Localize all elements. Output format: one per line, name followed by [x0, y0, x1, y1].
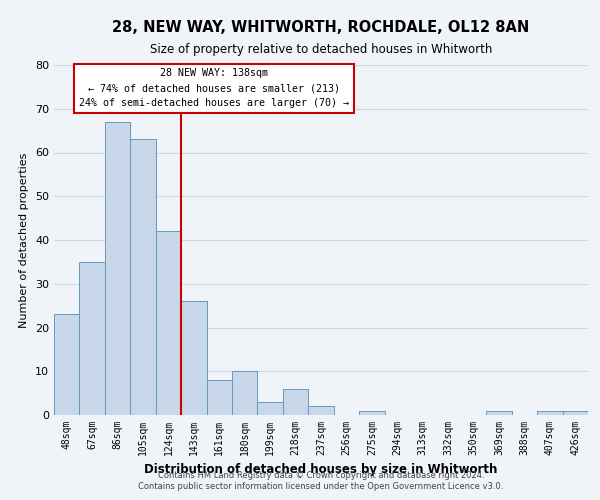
Bar [79, 262, 105, 415]
Bar [257, 402, 283, 415]
Bar [283, 389, 308, 415]
Text: 28, NEW WAY, WHITWORTH, ROCHDALE, OL12 8AN: 28, NEW WAY, WHITWORTH, ROCHDALE, OL12 8… [112, 20, 530, 35]
Bar [232, 371, 257, 415]
Bar [308, 406, 334, 415]
X-axis label: Distribution of detached houses by size in Whitworth: Distribution of detached houses by size … [145, 464, 497, 476]
Text: Contains HM Land Registry data © Crown copyright and database right 2024.: Contains HM Land Registry data © Crown c… [158, 471, 484, 480]
Bar [181, 301, 206, 415]
Bar [54, 314, 79, 415]
Bar [206, 380, 232, 415]
Bar [105, 122, 130, 415]
Bar [156, 231, 181, 415]
Bar [359, 410, 385, 415]
Text: 28 NEW WAY: 138sqm
← 74% of detached houses are smaller (213)
24% of semi-detach: 28 NEW WAY: 138sqm ← 74% of detached hou… [79, 68, 349, 108]
Bar [537, 410, 563, 415]
Bar [130, 140, 156, 415]
Bar [486, 410, 512, 415]
Text: Contains public sector information licensed under the Open Government Licence v3: Contains public sector information licen… [139, 482, 503, 491]
Bar [563, 410, 588, 415]
Text: Size of property relative to detached houses in Whitworth: Size of property relative to detached ho… [150, 42, 492, 56]
Y-axis label: Number of detached properties: Number of detached properties [19, 152, 29, 328]
